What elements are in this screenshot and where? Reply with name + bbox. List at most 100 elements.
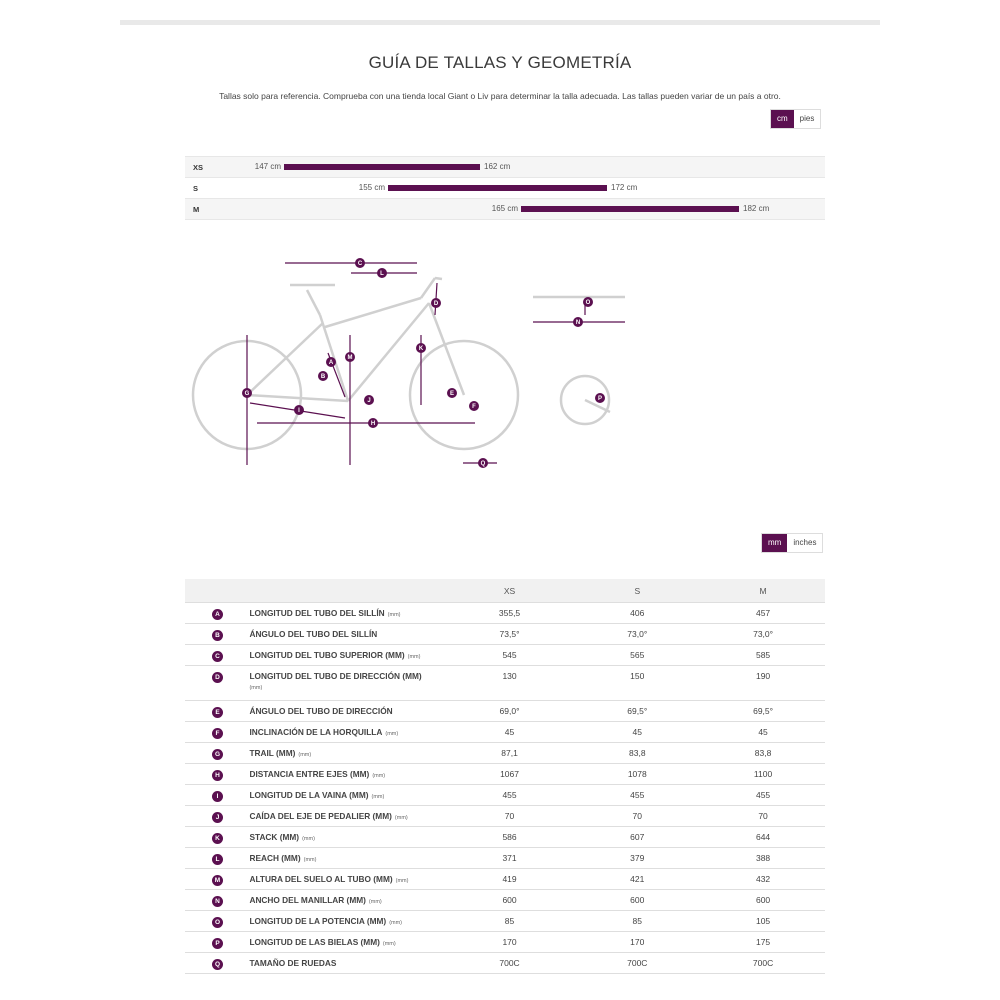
measurement-value: 607 [573,826,702,848]
measurement-unit: (mm) [303,857,317,863]
measurement-value: 371 [445,847,574,869]
diagram-label-n: N [576,320,580,326]
table-row: I LONGITUD DE LA VAINA (MM) (mm) 455 455 455 [185,784,825,806]
measurement-value: 190 [701,665,825,701]
range-bar [388,185,607,191]
diagram-label-a: A [329,360,334,366]
table-row: D LONGITUD DEL TUBO DE DIRECCIÓN (MM) (mm)… [185,665,825,701]
measurement-value: 85 [573,910,702,932]
measurement-letter-badge: C [212,651,223,662]
page-title: GUÍA DE TALLAS Y GEOMETRÍA [368,53,632,72]
table-row: K STACK (MM) (mm) 586 607 644 [185,826,825,848]
measurement-value: 150 [573,665,702,701]
measurement-value: 85 [445,910,574,932]
unit-feet-button[interactable]: pies [799,114,815,123]
unit-mm-button[interactable]: mm [762,534,788,552]
table-row: M ALTURA DEL SUELO AL TUBO (MM) (mm) 419 421… [185,868,825,890]
measurement-name: ANCHO DEL MANILLAR (MM) [249,895,366,905]
diagram-label-p: P [598,396,602,402]
measurement-value: 70 [573,805,702,827]
geometry-table: XS S M A LONGITUD DEL TUBO DEL SILLÍN (mm)… [185,579,825,974]
size-row-xs: XS 147 cm 162 cm [185,156,825,177]
measurement-letter-badge: N [212,896,223,907]
measurement-name: ÁNGULO DEL TUBO DE DIRECCIÓN [249,706,393,716]
measurement-letter-badge: H [212,770,223,781]
size-unit-toggle: cm pies [770,109,822,129]
range-bar [521,206,739,212]
range-max: 182 cm [743,204,770,213]
measurement-letter-badge: Q [212,959,223,970]
measurement-name: ALTURA DEL SUELO AL TUBO (MM) [249,874,393,884]
measurement-value: 69,5° [573,700,702,722]
measurement-letter-badge: B [212,630,223,641]
measurement-name: CAÍDA DEL EJE DE PEDALIER (MM) [249,811,392,821]
table-row: G TRAIL (MM) (mm) 87,1 83,8 83,8 [185,742,825,764]
size-label: S [193,184,199,193]
measurement-value: 432 [701,868,825,890]
measurement-value: 455 [701,784,825,806]
measurement-letter-badge: I [212,791,223,802]
measurement-value: 175 [701,931,825,953]
measurement-value: 69,5° [701,700,825,722]
unit-inches-button[interactable]: inches [793,538,817,547]
range-bar [284,164,480,170]
measurement-letter-badge: A [212,609,223,620]
size-row-m: M 165 cm 182 cm [185,198,825,220]
rider-size-chart: XS 147 cm 162 cm S 155 cm 172 cm M 165 c… [185,156,825,220]
measurement-value: 105 [701,910,825,932]
measurement-value: 586 [445,826,574,848]
measurement-value: 45 [573,721,702,743]
measurement-value: 73,5° [445,623,574,645]
measurement-unit: (mm) [385,731,399,737]
measurement-unit: (mm) [298,752,312,758]
measurement-value: 379 [573,847,702,869]
table-row: F INCLINACIÓN DE LA HORQUILLA (mm) 45 45 45 [185,721,825,743]
measurement-unit: (mm) [249,685,263,691]
measurement-unit: (mm) [382,941,396,947]
measurement-name: ÁNGULO DEL TUBO DEL SILLÍN [249,629,378,639]
diagram-label-o: O [586,300,591,306]
measurement-value: 545 [445,644,574,666]
diagram-label-h: H [371,421,375,427]
size-label: M [193,205,200,214]
measurement-name: LONGITUD DE LA POTENCIA (MM) [249,916,387,926]
measurement-value: 73,0° [573,623,702,645]
measurement-value: 421 [573,868,702,890]
diagram-label-e: E [450,391,454,397]
table-row: H DISTANCIA ENTRE EJES (MM) (mm) 1067 1078 11… [185,763,825,785]
measurement-name: TAMAÑO DE RUEDAS [249,958,337,968]
measurement-unit: (mm) [302,836,315,842]
geometry-unit-toggle: mm inches [761,533,824,553]
measurement-value: 600 [701,889,825,911]
measurement-letter-badge: G [212,749,223,760]
measurement-letter-badge: J [212,812,223,823]
table-row: L REACH (MM) (mm) 371 379 388 [185,847,825,869]
measurement-value: 45 [445,721,574,743]
table-row: A LONGITUD DEL TUBO DEL SILLÍN (mm) 355,5 40… [185,602,825,624]
range-min: 147 cm [254,162,281,171]
table-header-row: XS S M [185,579,825,603]
measurement-name: DISTANCIA ENTRE EJES (MM) [249,769,370,779]
range-min: 155 cm [358,183,385,192]
measurement-value: 70 [445,805,574,827]
measurement-value: 73,0° [701,623,825,645]
measurement-name: LONGITUD DE LA VAINA (MM) [249,790,369,800]
measurement-name: LONGITUD DEL TUBO SUPERIOR (MM) [249,650,405,660]
table-row: C LONGITUD DEL TUBO SUPERIOR (MM) (mm) 545 5… [185,644,825,666]
range-max: 162 cm [484,162,511,171]
measurement-value: 406 [573,602,702,624]
measurement-unit: (mm) [371,794,385,800]
measurement-value: 455 [445,784,574,806]
measurement-letter-badge: E [212,707,223,718]
measurement-unit: (mm) [387,612,401,618]
page-subtitle: Tallas solo para referencia. Comprueba c… [219,91,781,101]
measurement-value: 455 [573,784,702,806]
column-header-s: S [573,579,702,603]
unit-cm-button[interactable]: cm [771,110,794,128]
measurement-name: LONGITUD DEL TUBO DE DIRECCIÓN (MM) [249,671,422,681]
measurement-value: 83,8 [701,742,825,764]
measurement-unit: (mm) [394,815,408,821]
measurement-value: 170 [573,931,702,953]
size-row-s: S 155 cm 172 cm [185,177,825,198]
measurement-value: 170 [445,931,574,953]
